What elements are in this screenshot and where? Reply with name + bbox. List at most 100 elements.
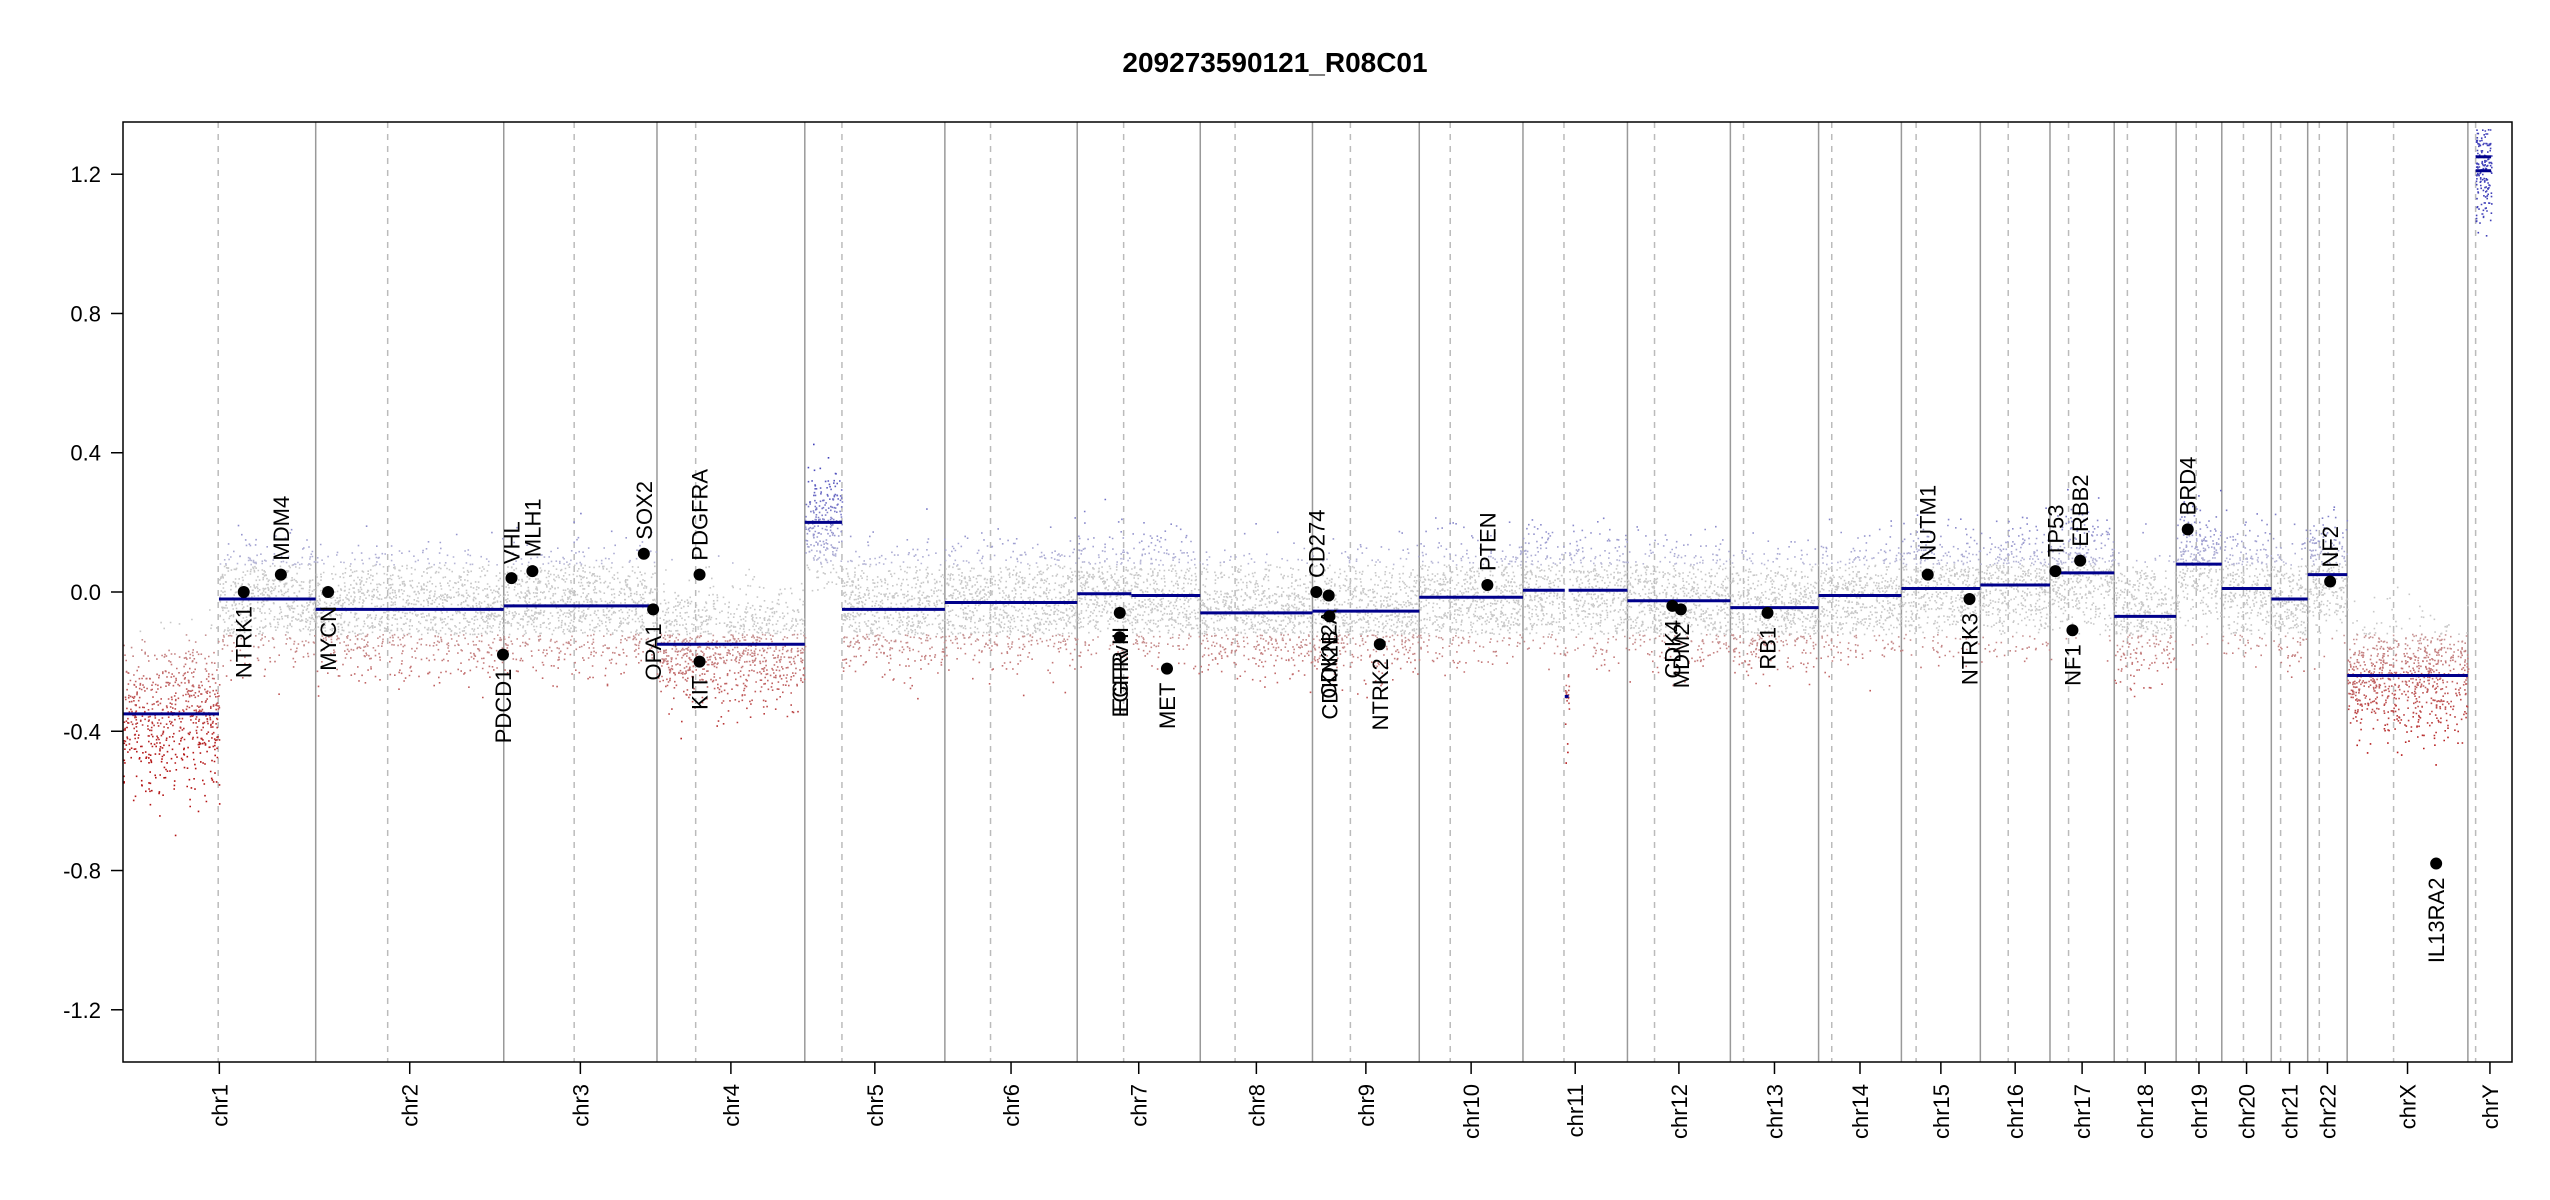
probe-point-group: [131, 723, 2458, 726]
probe-point-group: [139, 564, 2469, 636]
gene-label: NTRK1: [232, 606, 257, 678]
gene-label: NF1: [2060, 644, 2085, 686]
probe-point-group: [135, 704, 2468, 707]
probe-point-group: [123, 755, 2437, 837]
probe-point-group: [148, 753, 186, 756]
x-tick-label: chr5: [863, 1084, 888, 1127]
segments: [123, 155, 2492, 716]
probe-point-group: [127, 717, 2463, 721]
probe-point-group: [192, 649, 2436, 651]
probe-point-group: [235, 645, 2399, 648]
probe-point-group: [136, 741, 2407, 744]
gene-label: CDKN2A: [1317, 609, 1342, 699]
probe-point-group: [814, 484, 816, 486]
gene-label: NF2: [2318, 526, 2343, 568]
probe-point-group: [128, 700, 2449, 704]
y-tick-label: -0.4: [63, 719, 101, 744]
probe-point-group: [136, 690, 2438, 693]
probe-point-group: [124, 740, 2410, 743]
probe-point-group: [123, 729, 2456, 732]
probe-point-group: [194, 668, 2470, 671]
gene-point: [496, 648, 509, 661]
x-tick-label: chr22: [2315, 1084, 2340, 1139]
probe-point-group: [303, 546, 2333, 549]
probe-point-group: [230, 679, 2467, 682]
probe-point-group: [209, 691, 1568, 694]
probe-point-group: [124, 728, 2386, 730]
gene-label: RB1: [1756, 627, 1781, 670]
probe-point-group: [2220, 489, 2222, 492]
probe-point-group: [137, 698, 2443, 702]
probe-point-group: [205, 662, 2469, 665]
probe-point-group: [208, 740, 210, 742]
probe-point-group: [814, 522, 1454, 524]
gene-point: [693, 655, 706, 668]
gene-point: [526, 565, 539, 578]
probe-point-group: [814, 487, 822, 490]
probe-point-group: [124, 654, 2469, 657]
gene-label: NTRK2: [1368, 658, 1393, 730]
probe-point-group: [151, 703, 2396, 706]
probe-point-group: [811, 527, 2079, 530]
probe-point-group: [807, 505, 2194, 508]
gene-point: [2181, 523, 2194, 536]
probe-point-group: [253, 561, 2338, 564]
probe-point-group: [812, 534, 2247, 537]
x-tick-label: chr9: [1354, 1084, 1379, 1127]
probe-point-group: [123, 720, 2440, 723]
probe-point-group: [125, 659, 2452, 663]
probe-point-group: [811, 479, 835, 482]
probe-point-group: [254, 562, 2329, 564]
probe-point-group: [236, 562, 2331, 565]
probe-point-group: [138, 706, 2447, 709]
probe-point-group: [124, 727, 2449, 730]
gene-point: [693, 568, 706, 581]
gene-label: IL13RA2: [2424, 878, 2449, 964]
x-tick-label: chr18: [2133, 1084, 2158, 1139]
gene-point: [637, 547, 650, 560]
gene-label: PDGFRA: [688, 469, 713, 561]
probe-point-group: [831, 534, 2194, 537]
probe-point-group: [805, 539, 2337, 542]
probe-point-group: [123, 739, 2445, 742]
probe-point-group: [136, 729, 2459, 733]
x-tick-label: chr19: [2187, 1084, 2212, 1139]
probe-point-group: [134, 680, 2454, 683]
gene-point: [2324, 575, 2337, 588]
probe-point-group: [129, 679, 2444, 682]
probe-point-group: [137, 665, 2435, 668]
probe-point-group: [264, 635, 2468, 638]
probe-point-group: [809, 503, 839, 506]
gene-point: [2066, 624, 2079, 637]
gene-point: [1323, 610, 1336, 623]
probe-point-group: [829, 485, 831, 488]
probe-point-group: [309, 557, 2345, 561]
probe-point-group: [126, 737, 2436, 740]
probe-point-group: [834, 485, 837, 488]
gene-label: VHL: [499, 521, 524, 564]
probe-point-group: [132, 655, 2460, 658]
probe-point-group: [807, 466, 810, 469]
probe-point-group: [223, 558, 2283, 561]
probe-point-group: [136, 692, 2467, 695]
probe-point-group: [241, 533, 2328, 536]
probe-point-group: [127, 671, 2441, 675]
gene-label: CDK4: [1660, 620, 1685, 679]
gene-point: [322, 586, 335, 598]
probe-point-group: [130, 708, 2454, 711]
probe-point-group: [302, 548, 2303, 550]
probe-point-group: [135, 716, 2456, 719]
probe-point-group: [131, 712, 2468, 715]
probe-point-group: [257, 658, 2467, 662]
probe-point-group: [187, 731, 215, 735]
probe-point-group: [706, 697, 2397, 700]
x-tick-label: chrY: [2478, 1084, 2503, 1130]
probe-point-group: [550, 664, 2466, 667]
probe-point-group: [829, 498, 839, 500]
probe-point-group: [136, 668, 2466, 672]
probe-point-group: [123, 742, 2464, 745]
probe-point-group: [208, 746, 211, 749]
